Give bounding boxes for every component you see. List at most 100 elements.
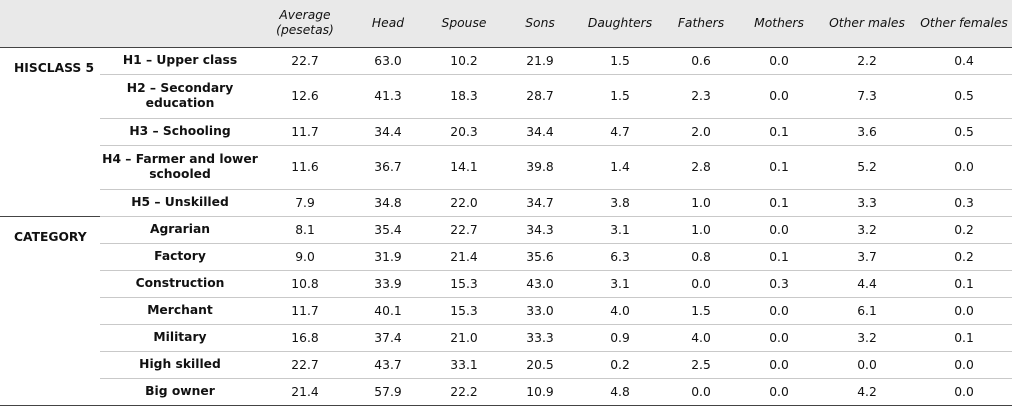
row-label: H2 – Secondary education — [100, 74, 260, 119]
table-row: Factory 9.0 31.9 21.4 35.6 6.3 0.8 0.1 3.7 0.2 — [0, 243, 1012, 271]
table-row: H2 – Secondary education 12.6 41.3 18.3 28.7… — [0, 74, 1012, 119]
table-cell: 1.5 — [578, 46, 662, 75]
table-cell: 8.1 — [260, 215, 350, 244]
table-cell: 3.7 — [818, 243, 916, 271]
table-cell: 3.2 — [818, 324, 916, 352]
table-cell: 22.7 — [426, 215, 502, 244]
table-cell: 0.0 — [818, 351, 916, 379]
table-cell: 0.0 — [916, 297, 1012, 325]
table-cell: 10.9 — [502, 378, 578, 406]
table-cell: 0.2 — [916, 215, 1012, 244]
table-cell: 6.1 — [818, 297, 916, 325]
header-daughters: Daughters — [587, 15, 653, 30]
header-spouse: Spouse — [441, 15, 487, 30]
table-cell: 36.7 — [350, 145, 426, 190]
table-cell: 16.8 — [260, 324, 350, 352]
table-cell: 10.8 — [260, 270, 350, 298]
table-row: Construction 10.8 33.9 15.3 43.0 3.1 0.0 0.3 4.4… — [0, 270, 1012, 298]
group-label: HISCLASS 5 — [0, 46, 100, 216]
header-label — [100, 0, 260, 47]
table-cell: 28.7 — [502, 74, 578, 119]
table-cell: 0.0 — [740, 215, 818, 244]
header-fathers: Fathers — [677, 15, 725, 30]
table-cell: 4.8 — [578, 378, 662, 406]
table-cell: 0.0 — [916, 351, 1012, 379]
header-row: Average (pesetas) Head Spouse Sons Daugh… — [0, 0, 1012, 47]
group-label: CATEGORY — [0, 215, 100, 406]
table-cell: 33.9 — [350, 270, 426, 298]
table-cell: 20.5 — [502, 351, 578, 379]
table-cell: 0.0 — [662, 270, 740, 298]
table-cell: 57.9 — [350, 378, 426, 406]
table-cell: 0.1 — [740, 145, 818, 190]
table-cell: 0.0 — [916, 145, 1012, 190]
table-cell: 35.4 — [350, 215, 426, 244]
table-cell: 12.6 — [260, 74, 350, 119]
table-cell: 22.7 — [260, 351, 350, 379]
table-cell: 33.0 — [502, 297, 578, 325]
table-cell: 7.9 — [260, 189, 350, 217]
table-cell: 0.0 — [740, 297, 818, 325]
table-cell: 21.4 — [260, 378, 350, 406]
table-cell: 9.0 — [260, 243, 350, 271]
table-cell: 0.1 — [916, 324, 1012, 352]
table-cell: 0.9 — [578, 324, 662, 352]
table-cell: 14.1 — [426, 145, 502, 190]
table-cell: 34.4 — [502, 118, 578, 146]
table-cell: 3.1 — [578, 270, 662, 298]
table-cell: 3.1 — [578, 215, 662, 244]
table-cell: 5.2 — [818, 145, 916, 190]
table-cell: 33.3 — [502, 324, 578, 352]
table-cell: 0.5 — [916, 74, 1012, 119]
table-row: H5 – Unskilled 7.9 34.8 22.0 34.7 3.8 1.0 0.1 3.… — [0, 189, 1012, 217]
table-cell: 3.2 — [818, 215, 916, 244]
table-row: H4 – Farmer and lower schooled 11.6 36.7 14… — [0, 145, 1012, 190]
table-cell: 11.7 — [260, 297, 350, 325]
table-cell: 40.1 — [350, 297, 426, 325]
table-row: HISCLASS 5 H1 – Upper class 22.7 63.0 10.2 21… — [0, 46, 1012, 216]
table-cell: 0.1 — [916, 270, 1012, 298]
table-cell: 0.1 — [740, 243, 818, 271]
table-cell: 22.7 — [260, 46, 350, 75]
table-cell: 22.0 — [426, 189, 502, 217]
table-cell: 0.1 — [740, 189, 818, 217]
table-cell: 43.0 — [502, 270, 578, 298]
table-cell: 34.7 — [502, 189, 578, 217]
table-cell: 1.5 — [662, 297, 740, 325]
header-mothers: Mothers — [754, 15, 804, 30]
table-cell: 2.2 — [818, 46, 916, 75]
table-cell: 4.4 — [818, 270, 916, 298]
table-cell: 21.4 — [426, 243, 502, 271]
row-label: Construction — [100, 270, 260, 298]
table-cell: 34.4 — [350, 118, 426, 146]
table-cell: 0.0 — [740, 378, 818, 406]
table-cell: 2.5 — [662, 351, 740, 379]
table-cell: 15.3 — [426, 270, 502, 298]
table-cell: 39.8 — [502, 145, 578, 190]
header-other-males: Other males — [829, 15, 905, 30]
table-cell: 0.0 — [740, 324, 818, 352]
table-cell: 0.0 — [662, 378, 740, 406]
table-cell: 33.1 — [426, 351, 502, 379]
table-cell: 1.0 — [662, 189, 740, 217]
table-row: Military 16.8 37.4 21.0 33.3 0.9 4.0 0.0 3.2 0.1 — [0, 324, 1012, 352]
header-head: Head — [371, 15, 405, 30]
table-cell: 0.6 — [662, 46, 740, 75]
table-cell: 2.3 — [662, 74, 740, 119]
row-label: High skilled — [100, 351, 260, 379]
table-cell: 0.8 — [662, 243, 740, 271]
table-cell: 34.3 — [502, 215, 578, 244]
table-cell: 43.7 — [350, 351, 426, 379]
table-cell: 11.7 — [260, 118, 350, 146]
table-cell: 3.6 — [818, 118, 916, 146]
table-cell: 4.0 — [578, 297, 662, 325]
table-cell: 22.2 — [426, 378, 502, 406]
table-cell: 0.3 — [916, 189, 1012, 217]
table-cell: 0.4 — [916, 46, 1012, 75]
table-cell: 10.2 — [426, 46, 502, 75]
table-cell: 6.3 — [578, 243, 662, 271]
table-cell: 11.6 — [260, 145, 350, 190]
table-cell: 18.3 — [426, 74, 502, 119]
table-cell: 4.0 — [662, 324, 740, 352]
